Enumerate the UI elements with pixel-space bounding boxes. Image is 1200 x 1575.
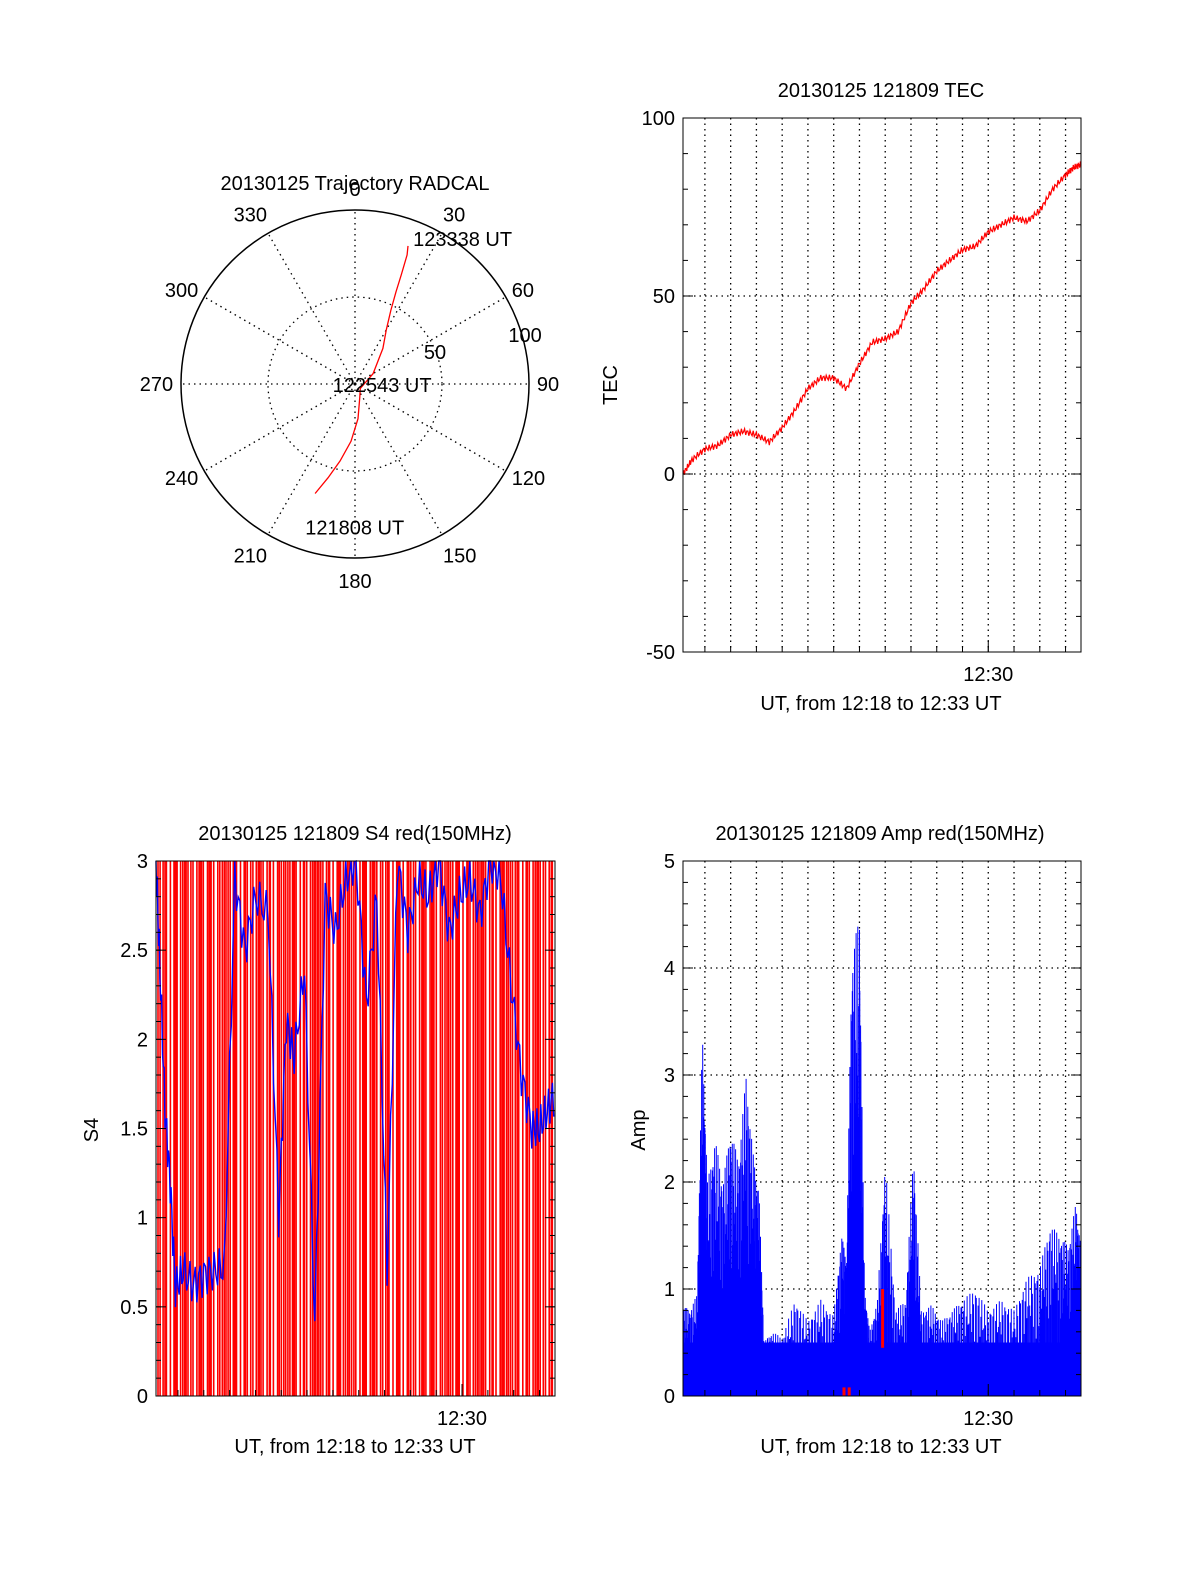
- s4-xlabel: UT, from 12:18 to 12:33 UT: [234, 1436, 475, 1458]
- amp-panel: 20130125 121809 Amp red(150MHz) 0 1 2 3 4 5 12…: [628, 823, 1082, 1458]
- amp-ylabel: Amp: [628, 1109, 650, 1150]
- s4-title: 20130125 121809 S4 red(150MHz): [198, 823, 512, 845]
- polar-azimuth-labels: 0 30 60 90 120 150 180 210 240 270 300 330: [140, 179, 559, 593]
- polar-spoke: [203, 296, 356, 385]
- s4-ytick-label: 0: [137, 1386, 148, 1408]
- polar-azimuth-label: 270: [140, 374, 173, 396]
- s4-ytick-label: 2: [137, 1029, 148, 1051]
- polar-time-annotation: 121808 UT: [305, 517, 404, 539]
- s4-ytick-label: 2.5: [120, 940, 148, 962]
- tec-title: 20130125 121809 TEC: [778, 80, 984, 102]
- polar-horizon-circle: [180, 209, 530, 559]
- tec-ytick-label: 50: [653, 286, 675, 308]
- amp-ytick-label: 1: [664, 1279, 675, 1301]
- polar-elevation-labels: 50 100: [424, 325, 542, 364]
- tec-xlabel: UT, from 12:18 to 12:33 UT: [760, 693, 1001, 715]
- s4-ytick-label: 1: [137, 1208, 148, 1230]
- polar-elevation-label: 100: [508, 325, 541, 347]
- polar-elevation-circle: [267, 296, 443, 472]
- polar-trajectory-line: [314, 245, 409, 494]
- tec-axis-labels: -50 0 50 100 12:30: [642, 108, 1081, 686]
- polar-time-annotation: 122543 UT: [333, 375, 432, 397]
- polar-spoke: [354, 296, 507, 385]
- amp-series: [682, 926, 1082, 1396]
- polar-grid: [180, 209, 530, 559]
- polar-azimuth-label: 150: [443, 546, 476, 568]
- polar-azimuth-label: 240: [165, 468, 198, 490]
- tec-xtick-label: 12:30: [963, 664, 1013, 686]
- polar-azimuth-label: 330: [234, 204, 267, 226]
- polar-elevation-label: 50: [424, 342, 446, 364]
- polar-spoke: [354, 383, 443, 536]
- s4-ytick-label: 0.5: [120, 1297, 148, 1319]
- amp-axis-labels: 0 1 2 3 4 5 12:30: [664, 851, 1081, 1430]
- s4-panel: 20130125 121809 S4 red(150MHz) 0 0.5 1 1.5 2…: [81, 823, 556, 1458]
- s4-ytick-label: 1.5: [120, 1119, 148, 1141]
- polar-spoke: [354, 232, 443, 385]
- tec-panel: 20130125 121809 TEC -50 0 50 100 12:30 UT, f…: [600, 80, 1082, 715]
- polar-trajectory-series: [314, 245, 409, 494]
- polar-azimuth-label: 180: [338, 571, 371, 593]
- tec-ytick-label: -50: [646, 642, 675, 664]
- s4-xtick-label: 12:30: [437, 1408, 487, 1430]
- polar-azimuth-label: 60: [512, 280, 534, 302]
- amp-xtick-label: 12:30: [963, 1408, 1013, 1430]
- polar-title: 20130125 Trajectory RADCAL: [220, 173, 489, 195]
- amp-ytick-label: 4: [664, 958, 675, 980]
- polar-azimuth-label: 210: [234, 546, 267, 568]
- polar-annotations: 123338 UT 122543 UT 121808 UT: [305, 229, 512, 539]
- tec-plot-frame: [682, 117, 1082, 653]
- s4-axis-labels: 0 0.5 1 1.5 2 2.5 3 12:30: [120, 851, 555, 1430]
- s4-blue-line: [155, 860, 555, 1322]
- polar-azimuth-label: 0: [349, 179, 360, 201]
- tec-ylabel: TEC: [600, 365, 622, 405]
- polar-time-annotation: 123338 UT: [413, 229, 512, 251]
- s4-ytick-label: 3: [137, 851, 148, 873]
- amp-ytick-label: 2: [664, 1172, 675, 1194]
- amp-plot-frame: [682, 860, 1082, 1397]
- tec-grid: [683, 118, 1081, 652]
- s4-ylabel: S4: [81, 1118, 103, 1142]
- polar-spoke: [267, 232, 356, 385]
- amp-xlabel: UT, from 12:18 to 12:33 UT: [760, 1436, 1001, 1458]
- polar-azimuth-label: 120: [512, 468, 545, 490]
- polar-trajectory-panel: 20130125 Trajectory RADCAL 0 30 60 90 120 150…: [140, 173, 559, 593]
- tec-line: [682, 161, 1082, 475]
- amp-ytick-label: 5: [664, 851, 675, 873]
- polar-azimuth-label: 300: [165, 280, 198, 302]
- polar-spoke: [267, 383, 356, 536]
- s4-series: [155, 860, 555, 1396]
- amp-ytick-label: 3: [664, 1065, 675, 1087]
- tec-ytick-label: 100: [642, 108, 675, 130]
- polar-spoke: [203, 383, 356, 472]
- polar-azimuth-label: 90: [537, 374, 559, 396]
- amp-title: 20130125 121809 Amp red(150MHz): [715, 823, 1044, 845]
- tec-series: [682, 161, 1082, 475]
- amp-ytick-label: 0: [664, 1386, 675, 1408]
- tec-ytick-label: 0: [664, 464, 675, 486]
- polar-azimuth-label: 30: [443, 204, 465, 226]
- polar-spoke: [354, 383, 507, 472]
